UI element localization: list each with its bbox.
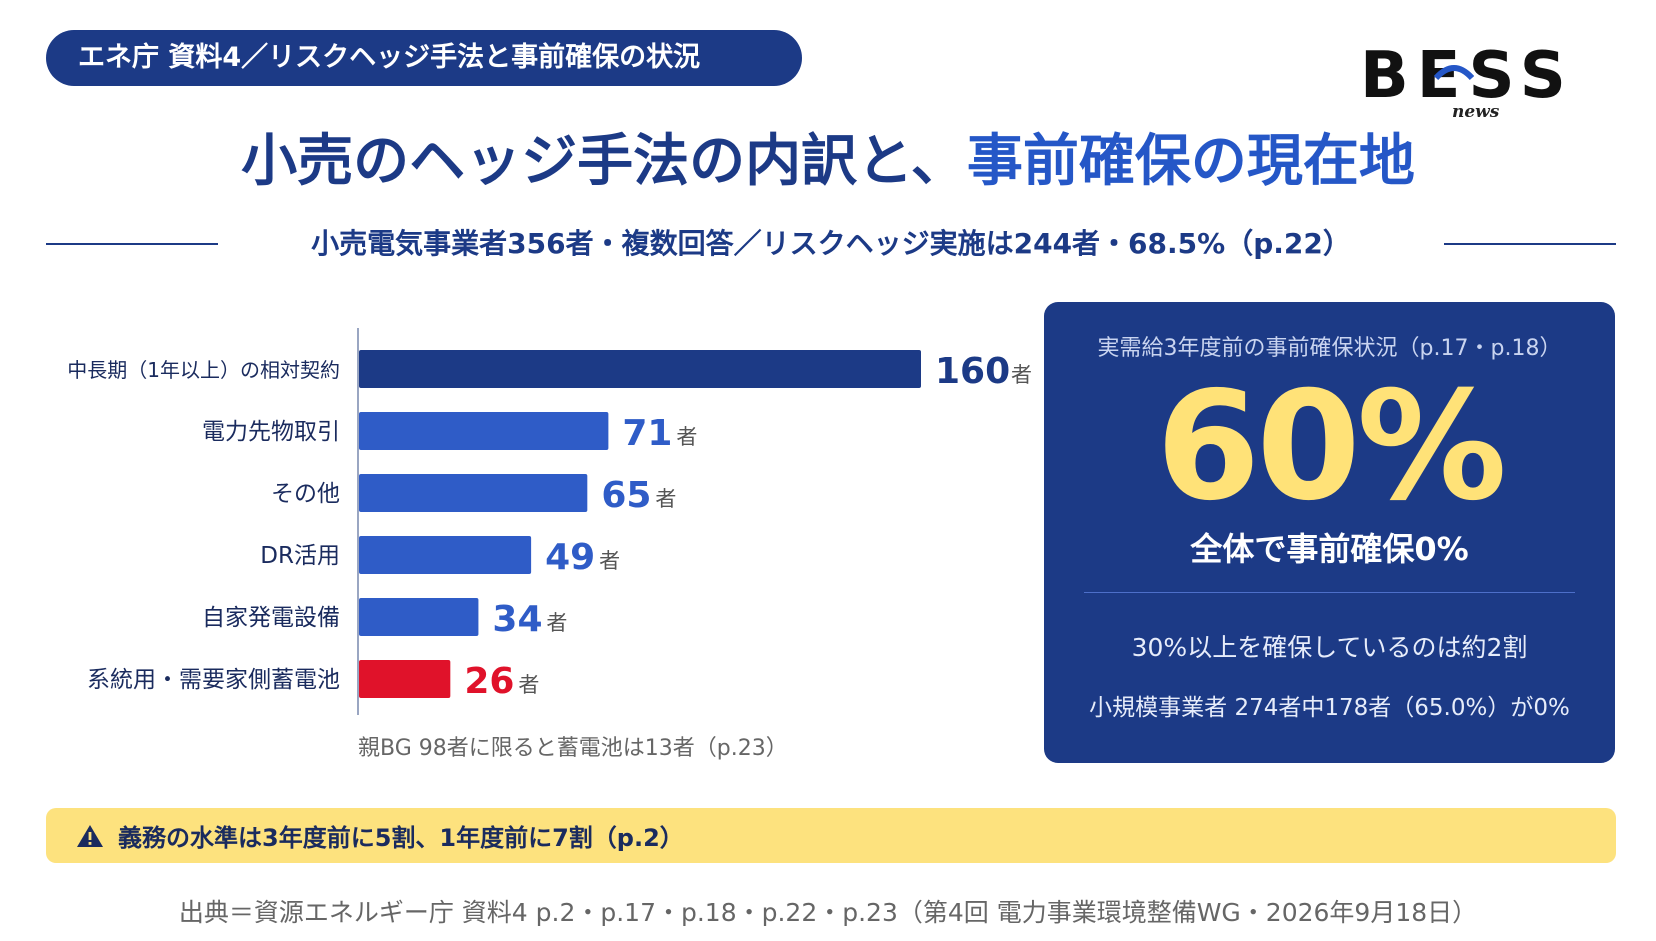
category-label: DR活用 [260, 543, 340, 569]
bar [359, 660, 451, 698]
panel-caption: 全体で事前確保0% [1190, 530, 1469, 568]
obligation-alert: 義務の水準は3年度前に5割、1年度前に7割（p.2） [46, 808, 1616, 863]
section-tag: エネ庁 資料4／リスクヘッジ手法と事前確保の状況 [46, 30, 802, 86]
panel-divider [1084, 592, 1575, 593]
category-label: 自家発電設備 [202, 605, 340, 631]
bar [359, 536, 532, 574]
value-label: 71 [622, 413, 672, 454]
value-label: 65 [601, 475, 651, 516]
title-part2: 事前確保の現在地 [966, 129, 1415, 194]
bar [359, 474, 588, 512]
alert-text: 義務の水準は3年度前に5割、1年度前に7割（p.2） [118, 824, 684, 852]
logo-text: BESS [1360, 39, 1574, 113]
value-label: 160 [935, 351, 1010, 392]
value-label: 34 [492, 599, 542, 640]
panel-big-value: 60% [1155, 360, 1507, 534]
panel-stat-2: 小規模事業者 274者中178者（65.0%）が0% [1089, 695, 1570, 721]
bar [359, 412, 609, 450]
source-citation: 出典＝資源エネルギー庁 資料4 p.2・p.17・p.18・p.22・p.23（… [178, 898, 1478, 927]
unit-label: 者 [655, 487, 676, 511]
category-label: 中長期（1年以上）の相対契約 [67, 358, 340, 382]
panel-stat-1: 30%以上を確保しているのは約2割 [1131, 633, 1528, 662]
bess-news-logo: BESS news [1360, 44, 1600, 124]
warning-icon [77, 824, 103, 847]
bar [359, 598, 479, 636]
category-label: その他 [271, 481, 340, 507]
bar [359, 350, 921, 388]
value-label: 49 [545, 537, 595, 578]
subtitle-row: 小売電気事業者356者・複数回答／リスクヘッジ実施は244者・68.5%（p.2… [46, 222, 1616, 266]
subtitle-rule-left [46, 243, 218, 245]
page-title: 小売のヘッジ手法の内訳と、事前確保の現在地 [0, 122, 1656, 202]
value-label: 26 [464, 661, 514, 702]
logo-arc-icon [1434, 65, 1474, 80]
category-label: 系統用・需要家側蓄電池 [87, 667, 340, 693]
panel-heading: 実需給3年度前の事前確保状況（p.17・p.18） [1097, 336, 1562, 361]
unit-label: 者 [676, 425, 697, 449]
unit-label: 者 [518, 673, 539, 697]
category-label: 電力先物取引 [202, 419, 340, 445]
pre-procurement-panel: 実需給3年度前の事前確保状況（p.17・p.18） 60% 全体で事前確保0% … [1044, 302, 1615, 763]
title-part1: 小売のヘッジ手法の内訳と、 [241, 129, 967, 194]
logo-subtext: news [1452, 102, 1500, 122]
unit-label: 者 [1011, 363, 1032, 387]
subtitle: 小売電気事業者356者・複数回答／リスクヘッジ実施は244者・68.5%（p.2… [311, 227, 1351, 260]
unit-label: 者 [599, 549, 620, 573]
chart-note: 親BG 98者に限ると蓄電池は13者（p.23） [358, 736, 788, 761]
subtitle-rule-right [1444, 243, 1616, 245]
unit-label: 者 [546, 611, 567, 635]
